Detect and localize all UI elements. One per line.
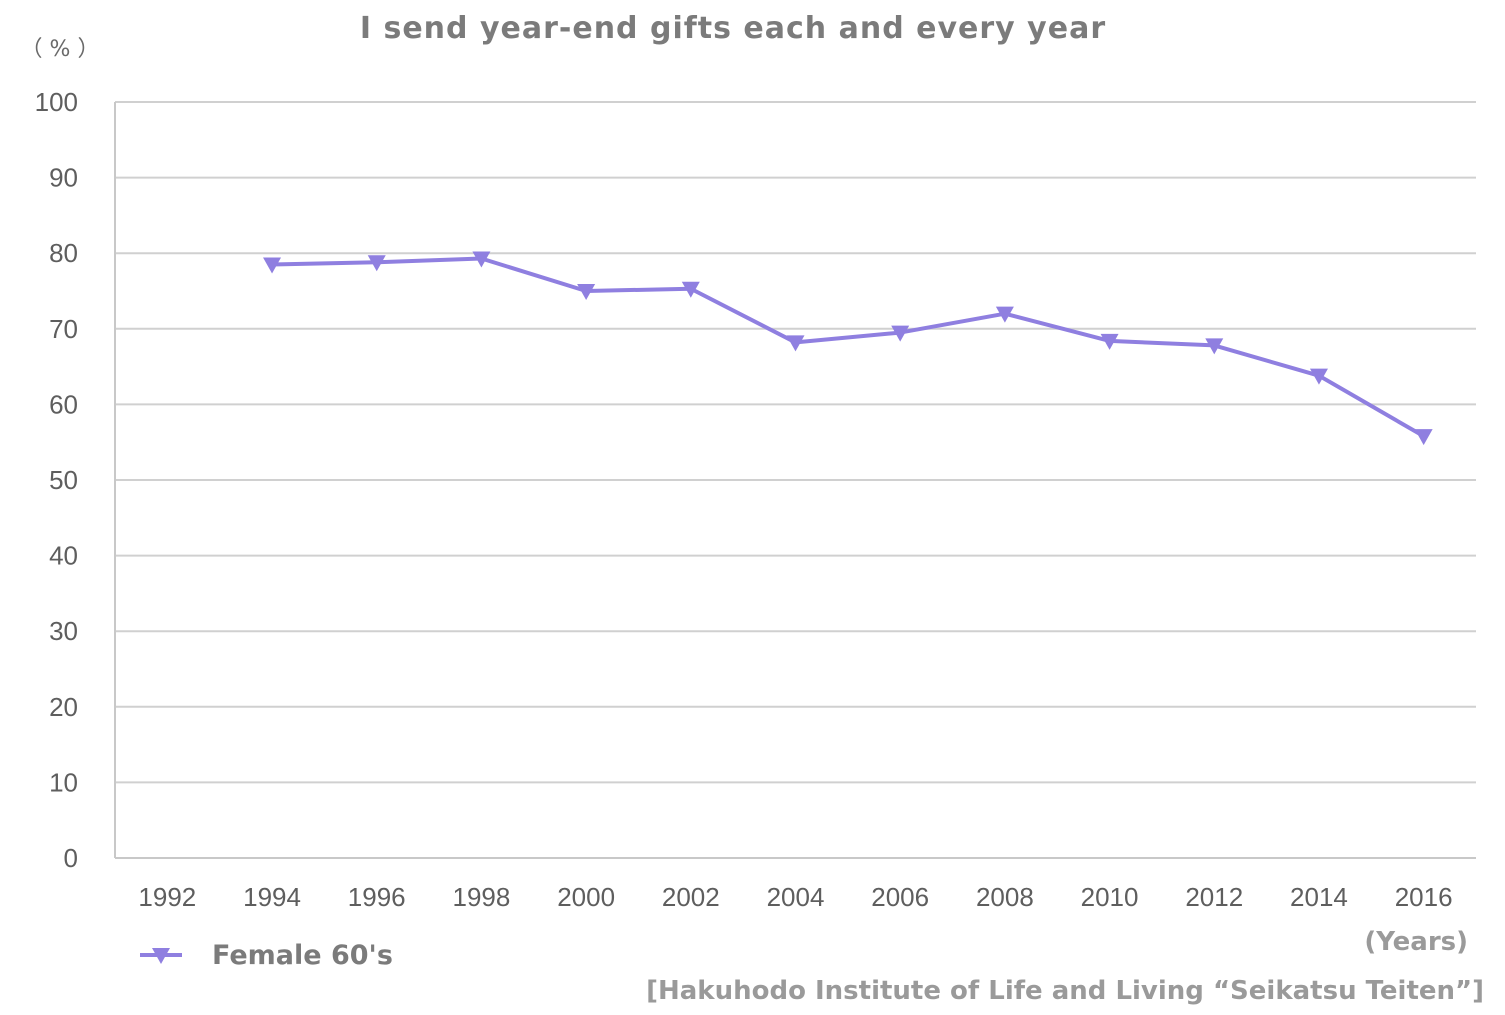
- y-tick-label: 0: [64, 843, 78, 873]
- y-tick-label: 90: [49, 163, 78, 193]
- y-tick-label: 100: [35, 87, 78, 117]
- legend-marker-triangle-icon: [152, 948, 170, 964]
- series-female-60s: [263, 251, 1433, 446]
- y-tick-label: 20: [49, 692, 78, 722]
- data-point-triangle-marker: [577, 284, 596, 300]
- chart-title: I send year-end gifts each and every yea…: [360, 11, 1106, 46]
- y-tick-label: 80: [49, 238, 78, 268]
- data-point-triangle-marker: [1414, 429, 1433, 446]
- y-tick-label: 70: [49, 314, 78, 344]
- y-tick-labels: 0 10 20 30 40 50 60 70 80 90 100: [35, 87, 78, 873]
- x-tick-label: 2010: [1081, 882, 1139, 912]
- gridlines: [115, 101, 1476, 784]
- x-tick-label: 1994: [243, 882, 301, 912]
- data-point-triangle-marker: [891, 325, 910, 342]
- x-tick-label: 1996: [348, 882, 406, 912]
- x-axis-unit-label: (Years): [1364, 927, 1468, 957]
- y-axis-unit-label: （ % ）: [21, 37, 100, 62]
- x-tick-label: 2000: [557, 882, 615, 912]
- data-point-triangle-marker: [1309, 368, 1328, 385]
- x-tick-labels: 1992 1994 1996 1998 2000 2002 2004 2006 2008 2010…: [138, 882, 1452, 912]
- data-point-triangle-marker: [1205, 338, 1224, 355]
- series-line: [271, 256, 1425, 438]
- y-tick-label: 40: [49, 541, 78, 571]
- data-point-triangle-marker: [472, 251, 491, 268]
- x-tick-label: 2012: [1185, 882, 1243, 912]
- source-citation: [Hakuhodo Institute of Life and Living “…: [646, 976, 1484, 1006]
- y-tick-label: 10: [49, 767, 78, 797]
- y-tick-label: 60: [49, 389, 78, 419]
- data-point-triangle-marker: [681, 281, 700, 298]
- x-tick-label: 2002: [662, 882, 720, 912]
- legend: Female 60's: [140, 940, 393, 971]
- data-point-triangle-marker: [263, 257, 282, 274]
- x-tick-label: 2004: [767, 882, 825, 912]
- data-point-triangle-marker: [1100, 333, 1119, 350]
- y-tick-label: 30: [49, 616, 78, 646]
- axes: [114, 102, 1476, 859]
- x-tick-label: 2014: [1290, 882, 1348, 912]
- x-tick-label: 2008: [976, 882, 1034, 912]
- x-tick-label: 2016: [1395, 882, 1453, 912]
- x-tick-label: 1998: [453, 882, 511, 912]
- x-tick-label: 1992: [138, 882, 196, 912]
- data-point-triangle-marker: [786, 335, 805, 352]
- legend-label: Female 60's: [212, 940, 393, 971]
- x-tick-label: 2006: [871, 882, 929, 912]
- y-tick-label: 50: [49, 465, 78, 495]
- data-point-triangle-marker: [367, 255, 386, 272]
- data-point-triangle-marker: [995, 306, 1014, 323]
